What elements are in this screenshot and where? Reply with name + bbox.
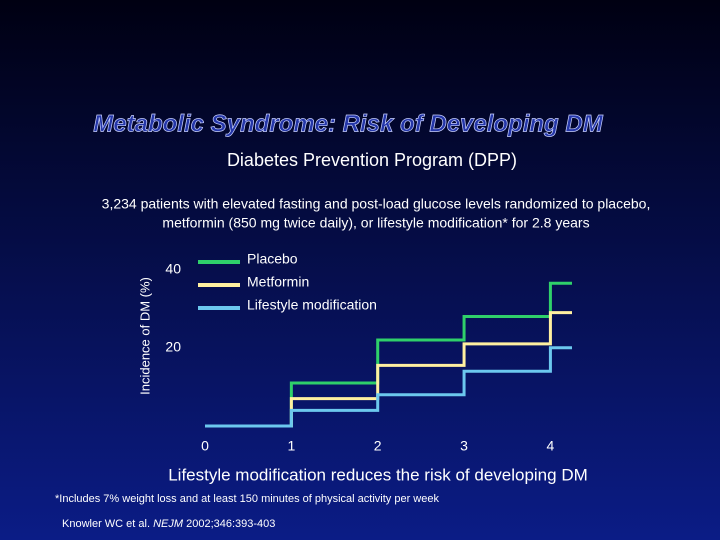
title: Metabolic Syndrome: Risk of Developing D… [93, 110, 603, 137]
step-line [205, 346, 572, 428]
x-tick-label: 2 [374, 438, 382, 454]
legend-label: Lifestyle modification [247, 297, 377, 313]
reference: Knowler WC et al. NEJM 2002;346:393-403 [62, 518, 275, 530]
legend-label: Placebo [247, 251, 298, 267]
x-tick-label: 4 [547, 438, 555, 454]
plot: 20 40 0 1 2 3 4 Placebo Metformin Lifestyle modif… [165, 251, 572, 454]
subtitle: Diabetes Prevention Program (DPP) [227, 150, 517, 170]
y-tick-label: 40 [165, 260, 181, 276]
reference-authors: Knowler WC et al. [62, 518, 150, 530]
x-tick-label: 1 [287, 438, 295, 454]
y-tick-label: 20 [165, 338, 181, 354]
reference-citation: 2002;346:393-403 [186, 518, 275, 530]
conclusion: Lifestyle modification reduces the risk … [168, 465, 588, 484]
y-axis-label: Incidence of DM (%) [137, 277, 152, 395]
description: metformin (850 mg twice daily), or lifes… [162, 215, 589, 231]
legend-label: Metformin [247, 274, 309, 290]
footnote: *Includes 7% weight loss and at least 15… [55, 493, 439, 505]
x-tick-label: 0 [201, 438, 209, 454]
reference-journal: NEJM [153, 518, 184, 530]
description: 3,234 patients with elevated fasting and… [102, 196, 651, 212]
x-tick-label: 3 [460, 438, 468, 454]
